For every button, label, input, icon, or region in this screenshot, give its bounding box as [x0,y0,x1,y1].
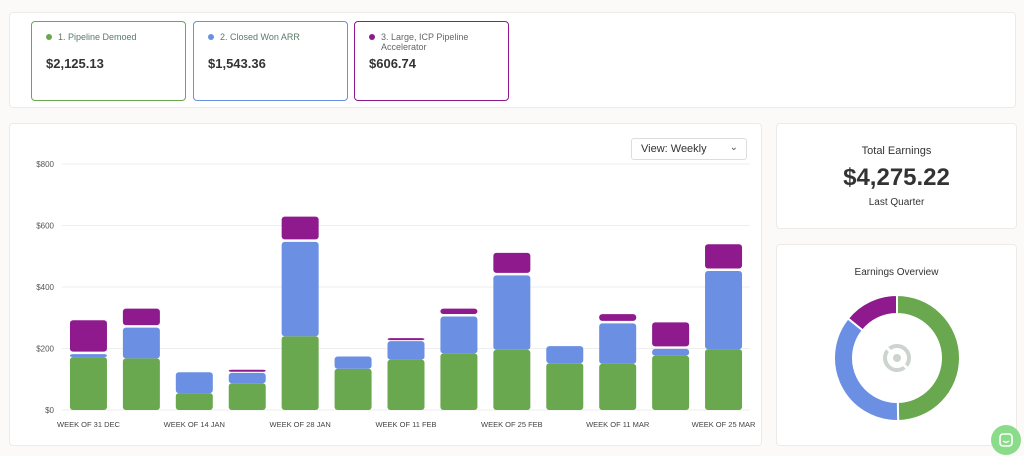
view-select[interactable]: View: Weekly ⌄ [631,138,747,160]
bar-segment[interactable] [705,271,743,350]
donut-slice[interactable] [896,293,961,423]
bar-segment[interactable] [440,353,478,410]
kpi-card-large-icp-pipeline[interactable]: 3. Large, ICP Pipeline Accelerator $606.… [354,21,509,101]
bar-segment[interactable] [599,363,637,410]
x-tick-label: WEEK OF 31 DEC [57,420,121,429]
bar-segment[interactable] [546,363,584,410]
bar-segment[interactable] [546,346,584,364]
kpi-value: $606.74 [369,56,416,71]
bar-segment[interactable] [228,372,266,384]
bar-segment[interactable] [493,252,531,273]
bar-segment[interactable] [705,244,743,269]
x-tick-label: WEEK OF 28 JAN [270,420,331,429]
bar-segment[interactable] [599,323,637,364]
bar-segment[interactable] [334,368,372,410]
x-tick-label: WEEK OF 25 MAR [692,420,756,429]
view-select-label: View: Weekly [641,143,707,155]
bar-segment[interactable] [122,327,160,359]
y-tick-label: $200 [36,345,54,354]
bar-segment[interactable] [493,349,531,410]
bar-segment[interactable] [69,354,107,358]
stacked-bar-chart: $0 $200 $400 $600 $800 WEEK OF 31 DEC WEEK OF … [36,160,756,429]
bar-segment[interactable] [440,308,478,315]
y-tick-label: $400 [36,283,54,292]
logo-icon [880,341,914,375]
bar-segment[interactable] [493,275,531,350]
chat-icon [999,433,1013,447]
bar-segment[interactable] [175,393,213,410]
kpi-value: $2,125.13 [46,56,104,71]
kpi-label-wrap: 3. Large, ICP Pipeline Accelerator [369,32,508,52]
legend-dot-icon [46,34,52,40]
bar-segment[interactable] [652,348,690,356]
kpi-card-closed-won-arr[interactable]: 2. Closed Won ARR $1,543.36 [193,21,348,101]
bar-segment[interactable] [652,322,690,347]
kpi-card-pipeline-demoed[interactable]: 1. Pipeline Demoed $2,125.13 [31,21,186,101]
bar-segment[interactable] [440,316,478,354]
kpi-label: 1. Pipeline Demoed [58,32,137,42]
y-tick-label: $600 [36,222,54,231]
earnings-donut-chart [833,293,961,423]
bar-segment[interactable] [387,359,425,410]
y-tick-label: $0 [45,406,54,415]
bar-segment[interactable] [334,356,372,369]
total-earnings-period: Last Quarter [868,197,925,208]
bar-segment[interactable] [228,369,266,372]
total-earnings-card: Total Earnings $4,275.22 Last Quarter [776,123,1017,229]
earnings-overview-card: Earnings Overview [776,244,1017,446]
bar-segment[interactable] [281,216,319,240]
bar-segment[interactable] [69,357,107,410]
donut-slice[interactable] [833,317,900,422]
kpi-label: 2. Closed Won ARR [220,32,300,42]
bar-segment[interactable] [387,341,425,360]
bar-segment[interactable] [281,241,319,337]
chart-panel: $0 $200 $400 $600 $800 WEEK OF 31 DEC WEEK OF … [9,123,762,446]
bar-segment[interactable] [281,336,319,410]
total-earnings-value: $4,275.22 [843,164,950,191]
earnings-overview-title: Earnings Overview [854,267,939,278]
x-tick-label: WEEK OF 11 MAR [586,420,650,429]
bar-segment[interactable] [175,372,213,394]
bar-segment[interactable] [652,355,690,410]
bar-segment[interactable] [387,338,425,341]
bar-segment[interactable] [705,349,743,410]
bar-segment[interactable] [122,308,160,326]
x-tick-label: WEEK OF 14 JAN [164,420,225,429]
bar-segment[interactable] [228,383,266,410]
kpi-label-wrap: 2. Closed Won ARR [208,32,347,42]
kpi-label: 3. Large, ICP Pipeline Accelerator [381,32,469,52]
total-earnings-title: Total Earnings [861,145,932,157]
donut-slice[interactable] [846,293,898,332]
kpi-panel: 1. Pipeline Demoed $2,125.13 2. Closed W… [9,12,1016,108]
x-tick-label: WEEK OF 11 FEB [375,420,436,429]
bar-segment[interactable] [69,320,107,352]
kpi-label-wrap: 1. Pipeline Demoed [46,32,185,42]
bar-segment[interactable] [122,358,160,410]
x-tick-label: WEEK OF 25 FEB [481,420,543,429]
kpi-value: $1,543.36 [208,56,266,71]
legend-dot-icon [208,34,214,40]
bar-segment[interactable] [599,314,637,321]
y-tick-label: $800 [36,160,54,169]
legend-dot-icon [369,34,375,40]
chevron-down-icon: ⌄ [729,142,738,153]
chat-button[interactable] [991,425,1021,455]
